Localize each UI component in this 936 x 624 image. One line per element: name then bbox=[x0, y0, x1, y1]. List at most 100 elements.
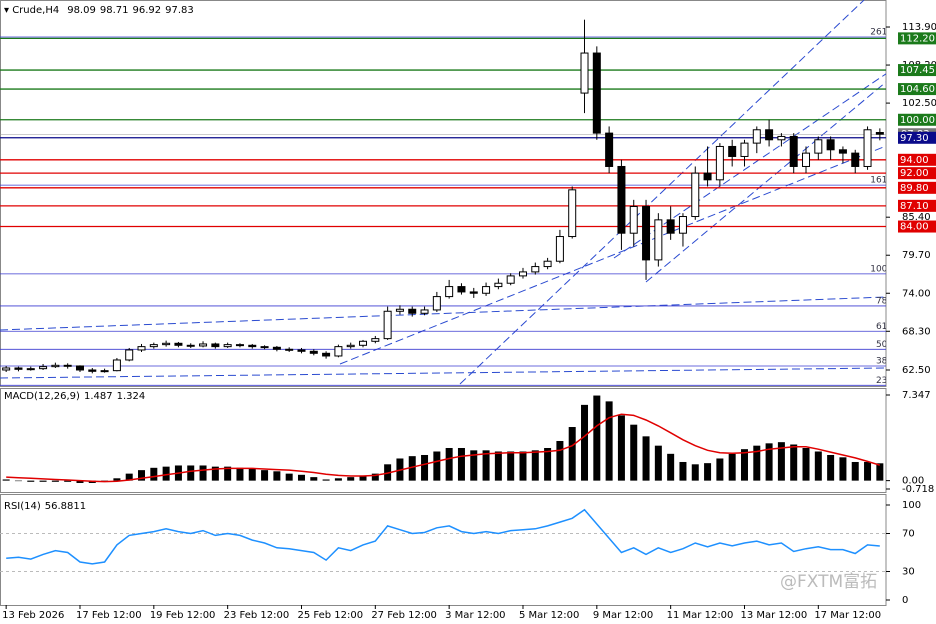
rsi-title: RSI(14) bbox=[4, 501, 41, 512]
candle-body bbox=[39, 366, 48, 370]
fib-label: 38.2 bbox=[876, 356, 896, 366]
macd-bar bbox=[297, 474, 305, 481]
candle-body bbox=[149, 344, 158, 348]
candle-body bbox=[777, 135, 786, 141]
candle-body bbox=[568, 189, 577, 238]
candle-body bbox=[789, 135, 798, 167]
high: 98.71 bbox=[100, 5, 129, 16]
candle-body bbox=[691, 172, 700, 218]
macd-bar bbox=[27, 480, 35, 482]
candle-body bbox=[112, 359, 121, 372]
candle-body bbox=[666, 219, 675, 234]
level-label: 89.80 bbox=[900, 183, 929, 194]
macd-bar bbox=[740, 449, 748, 481]
macd-bar bbox=[519, 451, 527, 481]
candle-body bbox=[174, 342, 183, 346]
candle-body bbox=[555, 236, 564, 262]
level-box bbox=[898, 131, 936, 144]
trend-line bbox=[0, 296, 886, 331]
level-box bbox=[898, 83, 936, 96]
candle-body bbox=[359, 340, 368, 346]
symbol: Crude,H4 bbox=[12, 5, 59, 16]
candle-body bbox=[420, 309, 429, 314]
macd-bar bbox=[531, 450, 539, 481]
trend-line bbox=[459, 0, 865, 385]
candle-body bbox=[346, 344, 355, 348]
y-tick-label: 113.90 bbox=[902, 22, 936, 33]
candle-body bbox=[752, 129, 761, 144]
macd-bar bbox=[581, 404, 589, 481]
fib-label: 23.6 bbox=[876, 376, 896, 386]
macd-bar bbox=[39, 480, 47, 482]
candle-body bbox=[494, 282, 503, 288]
fib-label: 50.0 bbox=[876, 340, 896, 350]
macd-bar bbox=[273, 471, 281, 481]
candle-body bbox=[51, 364, 60, 368]
candle-body bbox=[851, 152, 860, 167]
candle-body bbox=[703, 172, 712, 181]
candle-body bbox=[211, 343, 220, 348]
candle-body bbox=[26, 368, 35, 371]
y-tick-label: 68.30 bbox=[902, 326, 931, 337]
fib-label: 78.6 bbox=[876, 296, 896, 306]
macd-bar bbox=[248, 468, 256, 481]
macd-bar bbox=[851, 461, 859, 481]
candle-body bbox=[395, 308, 404, 312]
level-label: 87.10 bbox=[900, 201, 929, 212]
macd-bar bbox=[617, 415, 625, 481]
macd-bar bbox=[224, 466, 232, 481]
y-tick-label: -0.718 bbox=[902, 484, 934, 495]
macd-bar bbox=[814, 451, 822, 481]
x-tick-label: 9 Mar 12:00 bbox=[593, 610, 653, 621]
level-label: 112.20 bbox=[900, 33, 935, 44]
macd-bar bbox=[113, 478, 121, 481]
macd-bar bbox=[261, 470, 269, 481]
candle-body bbox=[518, 271, 527, 277]
level-box bbox=[898, 32, 936, 45]
macd-bar bbox=[777, 442, 785, 481]
candle-body bbox=[14, 367, 23, 370]
candle-body bbox=[322, 352, 331, 357]
x-tick-label: 17 Mar 12:00 bbox=[814, 610, 881, 621]
candle-body bbox=[272, 346, 281, 350]
macd-bar bbox=[150, 467, 158, 481]
macd-bar bbox=[421, 454, 429, 481]
y-tick-label: 100 bbox=[902, 500, 921, 511]
candle-body bbox=[100, 370, 109, 373]
candle-body bbox=[592, 52, 601, 134]
macd-bar bbox=[138, 470, 146, 481]
candle-body bbox=[162, 342, 171, 346]
macd-bar bbox=[64, 480, 72, 482]
x-tick-label: 11 Mar 12:00 bbox=[667, 610, 734, 621]
candle-body bbox=[186, 344, 195, 347]
macd-bar bbox=[359, 475, 367, 481]
y-tick-label: 85.40 bbox=[902, 212, 931, 223]
y-tick-label: 74.00 bbox=[902, 288, 931, 299]
y-tick-label: 30 bbox=[902, 567, 915, 578]
candle-body bbox=[740, 142, 749, 157]
candle-body bbox=[408, 308, 417, 314]
candle-body bbox=[88, 369, 97, 372]
macd-bar bbox=[864, 461, 872, 481]
candle-body bbox=[543, 260, 552, 268]
level-label: 104.60 bbox=[900, 84, 935, 95]
macd-bar bbox=[827, 454, 835, 481]
candle-body bbox=[814, 139, 823, 154]
candle-body bbox=[445, 286, 454, 298]
y-tick-label: 102.50 bbox=[902, 98, 936, 109]
macd-bar bbox=[679, 461, 687, 481]
candle-body bbox=[309, 350, 318, 354]
trend-line bbox=[645, 81, 886, 283]
macd-bar bbox=[347, 477, 355, 481]
fib-label: 261.8 bbox=[870, 28, 896, 38]
level-box bbox=[898, 153, 936, 166]
candle-body bbox=[75, 365, 84, 371]
rsi-panel bbox=[0, 494, 887, 606]
macd-header: MACD(12,26,9) 1.487 1.324 bbox=[4, 391, 145, 402]
macd-bar bbox=[728, 453, 736, 481]
trend-line bbox=[0, 367, 886, 379]
x-tick-label: 25 Feb 12:00 bbox=[297, 610, 363, 621]
y-tick-label: 0.00 bbox=[902, 476, 924, 487]
candle-body bbox=[371, 338, 380, 342]
